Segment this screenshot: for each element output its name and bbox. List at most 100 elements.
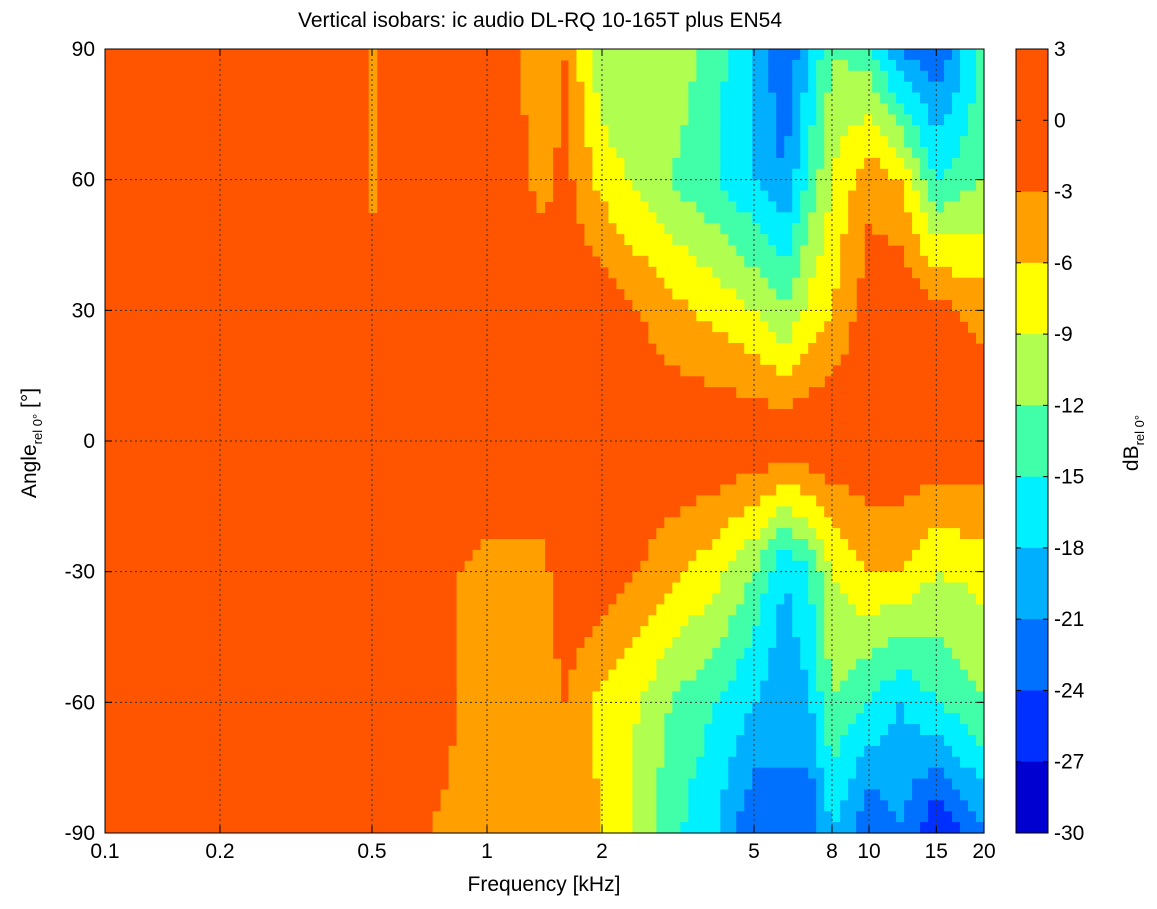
heatmap-cell <box>672 778 681 791</box>
heatmap-cell <box>616 70 626 83</box>
heatmap-cell <box>784 386 793 399</box>
heatmap-cell <box>480 593 490 605</box>
heatmap-cell <box>768 212 777 224</box>
heatmap-cell <box>880 571 889 584</box>
heatmap-cell <box>512 789 522 801</box>
heatmap-cell <box>808 179 817 192</box>
heatmap-cell <box>584 212 594 224</box>
heatmap-cell <box>504 626 514 638</box>
heatmap-cell <box>688 528 697 540</box>
heatmap-cell <box>736 528 745 540</box>
heatmap-cell <box>776 114 785 126</box>
heatmap-cell <box>648 811 657 823</box>
heatmap-cell <box>744 789 753 801</box>
heatmap-cell <box>840 800 849 812</box>
heatmap-cell <box>776 767 785 780</box>
heatmap-cell <box>944 647 953 660</box>
heatmap-cell <box>952 70 961 83</box>
heatmap-cell <box>512 822 522 834</box>
heatmap-cell <box>976 299 985 311</box>
heatmap-cell <box>720 484 729 497</box>
heatmap-cell <box>816 266 825 279</box>
heatmap-cell <box>720 168 729 181</box>
heatmap-cell <box>504 669 514 682</box>
heatmap-cell <box>656 81 665 94</box>
heatmap-cell <box>664 81 673 94</box>
heatmap-cell <box>976 626 985 638</box>
heatmap-cell <box>456 767 466 780</box>
heatmap-cell <box>728 789 737 801</box>
heatmap-cell <box>896 604 905 616</box>
heatmap-cell <box>760 114 769 126</box>
heatmap-cell <box>664 343 673 355</box>
heatmap-cell <box>536 571 546 584</box>
heatmap-cell <box>864 190 873 203</box>
heatmap-cell <box>520 647 530 660</box>
heatmap-cell <box>568 767 578 780</box>
heatmap-cell <box>544 593 554 605</box>
heatmap-cell <box>960 70 969 83</box>
heatmap-cell <box>608 789 618 801</box>
heatmap-cell <box>904 234 913 246</box>
heatmap-cell <box>800 658 809 671</box>
heatmap-cell <box>704 299 713 311</box>
heatmap-cell <box>696 266 705 279</box>
heatmap-cell <box>768 168 777 181</box>
heatmap-cell <box>648 539 657 551</box>
heatmap-cell <box>864 571 873 584</box>
heatmap-cell <box>512 626 522 638</box>
heatmap-cell <box>544 179 554 192</box>
heatmap-cell <box>856 81 865 94</box>
heatmap-cell <box>880 49 889 61</box>
heatmap-cell <box>888 669 897 682</box>
heatmap-cell <box>832 778 841 791</box>
heatmap-cell <box>800 245 809 257</box>
heatmap-cell <box>624 702 633 714</box>
heatmap-cell <box>616 724 626 736</box>
heatmap-cell <box>880 713 889 725</box>
heatmap-cell <box>968 735 977 747</box>
heatmap-cell <box>720 571 729 584</box>
heatmap-cell <box>896 658 905 671</box>
heatmap-cell <box>832 92 841 105</box>
heatmap-cell <box>800 310 809 322</box>
heatmap-cell <box>736 473 745 486</box>
heatmap-cell <box>952 593 961 605</box>
heatmap-cell <box>776 212 785 224</box>
heatmap-cell <box>600 811 610 823</box>
heatmap-cell <box>976 332 985 344</box>
heatmap-cell <box>872 528 881 540</box>
heatmap-cell <box>584 789 594 801</box>
heatmap-cell <box>768 691 777 703</box>
heatmap-cell <box>656 549 665 562</box>
heatmap-cell <box>544 571 554 584</box>
heatmap-cell <box>784 604 793 616</box>
heatmap-cell <box>888 756 897 769</box>
heatmap-cell <box>744 277 753 290</box>
heatmap-cell <box>848 604 857 616</box>
heatmap-cell <box>728 484 737 497</box>
heatmap-cell <box>952 299 961 311</box>
heatmap-cell <box>472 800 482 812</box>
heatmap-cell <box>568 147 578 159</box>
heatmap-cell <box>552 767 562 780</box>
heatmap-cell <box>680 364 689 377</box>
heatmap-cell <box>456 615 466 627</box>
heatmap-cell <box>680 332 689 344</box>
heatmap-cell <box>536 92 546 105</box>
heatmap-cell <box>728 528 737 540</box>
heatmap-cell <box>480 778 490 791</box>
heatmap-cell <box>600 179 610 192</box>
heatmap-cell <box>704 582 713 595</box>
heatmap-cell <box>672 593 681 605</box>
heatmap-cell <box>688 201 697 213</box>
heatmap-cell <box>840 669 849 682</box>
heatmap-cell <box>976 637 985 649</box>
heatmap-cell <box>536 615 546 627</box>
heatmap-cell <box>920 179 929 192</box>
heatmap-cell <box>856 517 865 529</box>
heatmap-cell <box>632 136 641 148</box>
heatmap-cell <box>584 811 594 823</box>
heatmap-cell <box>832 136 841 148</box>
heatmap-cell <box>760 484 769 497</box>
